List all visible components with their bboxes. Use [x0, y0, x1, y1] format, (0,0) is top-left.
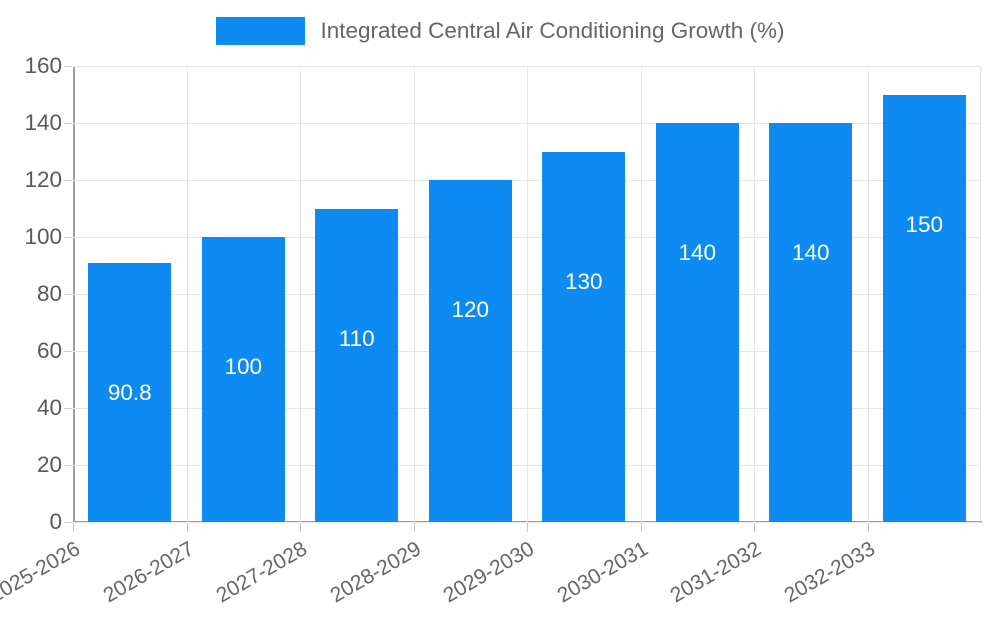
bar-value-label: 140: [791, 240, 830, 265]
y-axis-tick: [64, 351, 72, 352]
bar[interactable]: [769, 123, 853, 522]
bar-value-label: 150: [905, 211, 944, 237]
legend-color-swatch: [215, 17, 305, 45]
x-axis-tick-label: 2029-2030: [439, 537, 538, 608]
y-axis-tick: [64, 66, 72, 67]
gridline-horizontal: [73, 522, 981, 523]
x-axis-tick: [187, 523, 188, 532]
y-axis-tick-label: 100: [24, 224, 62, 249]
y-axis-tick: [64, 294, 72, 295]
y-axis-tick-label: 0: [49, 509, 62, 534]
x-axis-tick-label: 2027-2028: [212, 537, 311, 608]
gridline-vertical: [527, 66, 528, 522]
legend-item-label: Integrated Central Air Conditioning Grow…: [320, 17, 785, 43]
bar[interactable]: [88, 263, 172, 522]
gridline-vertical: [414, 66, 415, 522]
x-axis-tick: [300, 523, 301, 532]
y-axis-tick-label: 160: [24, 53, 62, 78]
y-axis-tick-label: 60: [36, 338, 62, 363]
gridline-vertical: [754, 66, 755, 522]
x-axis-tick-label: 2028-2029: [326, 537, 425, 608]
y-axis-tick-label: 40: [36, 395, 62, 420]
x-axis-tick: [527, 523, 528, 532]
chart-legend: Integrated Central Air Conditioning Grow…: [0, 0, 1000, 62]
x-axis-tick-label: 2030-2031: [553, 537, 652, 608]
bar[interactable]: [428, 180, 512, 522]
bar-value-label: 110: [338, 325, 375, 351]
y-axis-tick: [64, 465, 72, 466]
y-axis-labels: 0 20 40 60 80 100 120 140 160: [0, 0, 62, 600]
bar[interactable]: [315, 208, 399, 522]
bar[interactable]: [542, 151, 626, 522]
x-axis-tick-label: 2032-2033: [780, 537, 879, 608]
y-axis-tick: [64, 180, 72, 181]
y-axis-tick: [64, 522, 72, 523]
y-axis-tick-label: 120: [24, 167, 62, 192]
y-axis-tick: [64, 123, 72, 124]
y-axis-tick: [64, 408, 72, 409]
x-axis-tick: [73, 523, 74, 532]
x-axis-tick: [754, 523, 755, 532]
y-axis-tick: [64, 237, 72, 238]
bar-value-label: 120: [451, 297, 490, 322]
bar-value-label: 130: [564, 268, 603, 294]
y-axis-tick-label: 20: [36, 452, 62, 477]
x-axis-tick: [414, 523, 415, 532]
legend-item[interactable]: Integrated Central Air Conditioning Grow…: [215, 17, 785, 45]
x-axis-tick-label: 2031-2032: [666, 537, 765, 608]
gridline-vertical: [187, 66, 188, 522]
bar[interactable]: [201, 237, 285, 522]
gridline-vertical: [641, 66, 642, 522]
y-axis-tick-label: 80: [36, 281, 62, 306]
bar[interactable]: [655, 123, 739, 522]
bar-value-label: 140: [678, 240, 717, 265]
x-axis-tick-label: 2026-2027: [99, 537, 198, 608]
bar-value-label: 100: [224, 354, 263, 379]
gridline-vertical: [868, 66, 869, 522]
bar-value-label: 90.8: [107, 380, 152, 406]
gridline-vertical: [300, 66, 301, 522]
x-axis-tick: [868, 523, 869, 532]
x-axis-tick: [641, 523, 642, 532]
bar[interactable]: [882, 94, 966, 522]
y-axis-tick-label: 140: [24, 110, 62, 135]
